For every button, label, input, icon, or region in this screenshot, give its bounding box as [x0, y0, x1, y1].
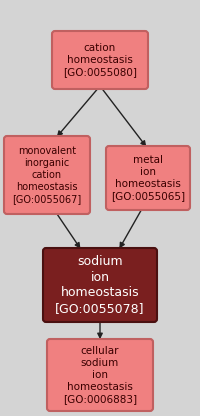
FancyBboxPatch shape	[47, 339, 153, 411]
FancyBboxPatch shape	[4, 136, 90, 214]
Text: cellular
sodium
ion
homeostasis
[GO:0006883]: cellular sodium ion homeostasis [GO:0006…	[63, 346, 137, 404]
Text: sodium
ion
homeostasis
[GO:0055078]: sodium ion homeostasis [GO:0055078]	[55, 255, 145, 315]
FancyBboxPatch shape	[43, 248, 157, 322]
Text: cation
homeostasis
[GO:0055080]: cation homeostasis [GO:0055080]	[63, 43, 137, 77]
FancyBboxPatch shape	[52, 31, 148, 89]
Text: monovalent
inorganic
cation
homeostasis
[GO:0055067]: monovalent inorganic cation homeostasis …	[12, 146, 82, 204]
Text: metal
ion
homeostasis
[GO:0055065]: metal ion homeostasis [GO:0055065]	[111, 155, 185, 201]
FancyBboxPatch shape	[106, 146, 190, 210]
